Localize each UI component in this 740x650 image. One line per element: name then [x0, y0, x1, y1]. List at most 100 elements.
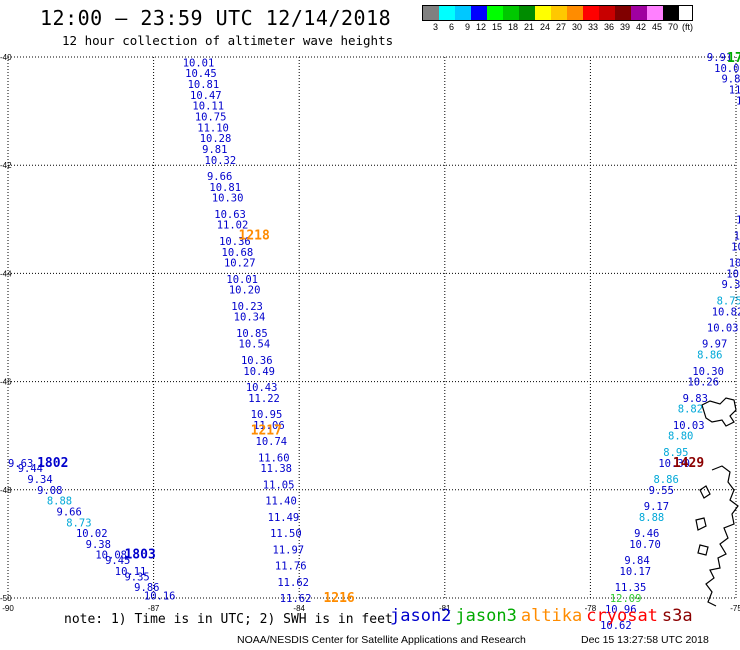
- scale-label: 21: [523, 22, 534, 32]
- pass-id-label: 1802: [37, 456, 68, 471]
- y-tick-label: -40: [0, 53, 12, 62]
- swh-label: 9.44: [18, 463, 43, 475]
- swh-label: 10.95: [251, 409, 283, 421]
- scale-swatch: [647, 6, 663, 20]
- coastline: [695, 397, 739, 607]
- swh-label: 9.08: [37, 485, 62, 497]
- swh-label: 8.82: [678, 404, 703, 416]
- swh-label: 11.40: [265, 496, 297, 508]
- swh-label: 10.23: [231, 301, 263, 313]
- scale-swatch: [471, 6, 487, 20]
- swh-label: 10.30: [658, 458, 690, 470]
- swh-label: 10.: [731, 241, 740, 253]
- swh-label: 8.75: [717, 295, 740, 307]
- page-title: 12:00 — 23:59 UTC 12/14/2018: [40, 6, 392, 30]
- pass-id-label: 1216: [323, 591, 354, 606]
- swh-label: 9.17: [644, 501, 669, 513]
- scale-label: 6: [448, 22, 454, 32]
- swh-label: 11.35: [615, 582, 647, 594]
- scale-label: 30: [571, 22, 582, 32]
- scale-label: 12: [475, 22, 486, 32]
- swh-label: 10.36: [219, 236, 251, 248]
- scale-swatch: [551, 6, 567, 20]
- page-subtitle: 12 hour collection of altimeter wave hei…: [62, 33, 394, 48]
- swh-label: 10.62: [600, 620, 632, 632]
- swh-label: 9.82: [721, 74, 740, 86]
- legend-jason2: jason2: [390, 606, 452, 626]
- swh-label: 10.03: [707, 323, 739, 335]
- swh-label: 10.02: [76, 528, 108, 540]
- swh-label: 10.30: [692, 366, 724, 378]
- swh-label: 10.30: [212, 193, 244, 205]
- swh-label: 10.11: [192, 101, 224, 113]
- swh-label: 11.90: [729, 84, 740, 96]
- scale-label: 27: [555, 22, 566, 32]
- swh-label: 9.34: [27, 474, 52, 486]
- scale-swatch: [455, 6, 471, 20]
- swh-label: 9.55: [649, 485, 674, 497]
- swh-label: 8.86: [697, 350, 722, 362]
- swh-label: 10.70: [629, 539, 661, 551]
- swh-label: 10.28: [200, 133, 232, 145]
- swh-label: 11.06: [253, 420, 285, 432]
- swh-label: 8.88: [639, 512, 664, 524]
- swh-label: 10.75: [195, 112, 227, 124]
- y-tick-label: -44: [0, 269, 12, 278]
- swh-label: 8.88: [47, 496, 72, 508]
- swh-label: 11.60: [258, 452, 290, 464]
- scale-swatch: [503, 6, 519, 20]
- swh-label: 10.45: [185, 68, 217, 80]
- scale-swatch: [519, 6, 535, 20]
- footer-credit: NOAA/NESDIS Center for Satellite Applica…: [237, 634, 526, 646]
- scale-unit: (ft): [682, 22, 693, 32]
- swh-label: 10.81: [209, 182, 241, 194]
- swh-label: 10.26: [687, 377, 719, 389]
- swh-label: 10.82: [712, 306, 740, 318]
- swh-label: 10.54: [239, 339, 271, 351]
- swh-label: 8.86: [653, 474, 678, 486]
- legend-s3a: s3a: [661, 606, 693, 626]
- swh-label: 10.74: [256, 436, 288, 448]
- swh-label: 10.49: [243, 366, 275, 378]
- swh-label: 10.34: [234, 312, 266, 324]
- swh-label: 10.32: [205, 155, 237, 167]
- legend-jason3: jason3: [455, 606, 517, 626]
- scale-swatch: [487, 6, 503, 20]
- swh-label: 10.96: [605, 604, 637, 616]
- color-scale-swatches: [422, 5, 693, 21]
- swh-label: 10.16: [144, 590, 176, 602]
- scale-label: 18: [507, 22, 518, 32]
- swh-label: 8.95: [663, 447, 688, 459]
- note-text: note: 1) Time is in UTC; 2) SWH is in fe…: [64, 612, 393, 627]
- swh-label: 12.09: [610, 593, 642, 605]
- scale-swatch: [535, 6, 551, 20]
- swh-label: 9.66: [57, 506, 82, 518]
- swh-label: 11.62: [277, 577, 309, 589]
- swh-label: 10.36: [241, 355, 273, 367]
- legend-altika: altika: [520, 606, 583, 626]
- scale-swatch: [583, 6, 599, 20]
- x-tick-label: -90: [2, 604, 14, 613]
- x-tick-label: -78: [585, 604, 597, 613]
- swh-label: 9.63: [8, 458, 33, 470]
- swh-label: 11.22: [248, 393, 280, 405]
- swh-label: 10.27: [224, 258, 256, 270]
- x-tick-label: -84: [293, 604, 305, 613]
- pass-id-label: 1218: [239, 229, 270, 244]
- scale-label: 36: [603, 22, 614, 32]
- x-tick-label: -81: [439, 604, 451, 613]
- satellite-legend: jason2 jason3 altika cryosat s3a: [390, 606, 697, 626]
- swh-label: 10.20: [229, 285, 261, 297]
- swh-label: 11.76: [275, 561, 307, 573]
- scale-label: 42: [635, 22, 646, 32]
- color-scale-labels: 3 6 9 12 15 18 21 24 27 30 33 36 39 42 45 70 (ft): [422, 22, 693, 32]
- swh-label: 10.85: [236, 328, 268, 340]
- swh-label: 10.01: [183, 57, 215, 69]
- swh-label: 9.45: [105, 555, 130, 567]
- scale-label: 70: [667, 22, 678, 32]
- swh-label: 10.17: [620, 566, 652, 578]
- scale-label: 3: [432, 22, 438, 32]
- scale-swatch: [567, 6, 583, 20]
- scale-label: 15: [491, 22, 502, 32]
